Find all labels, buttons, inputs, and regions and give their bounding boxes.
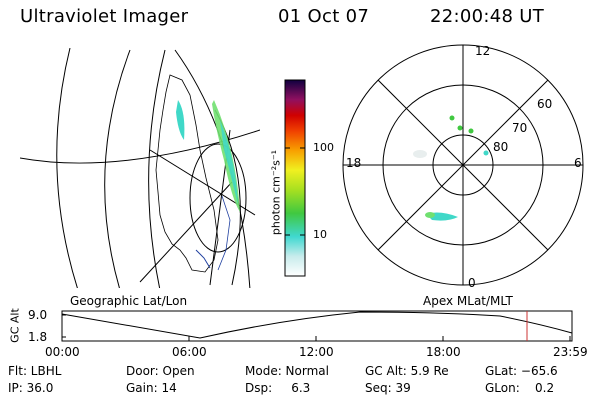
info-ip: IP: 36.0 xyxy=(8,381,54,395)
colorbar xyxy=(284,79,306,277)
altitude-ytick-low: 1.8 xyxy=(28,330,48,344)
mlt-label-18: 18 xyxy=(346,156,362,170)
colorbar-label-10: 10 xyxy=(313,228,327,241)
geographic-map xyxy=(20,48,260,288)
mlt-label-12: 12 xyxy=(475,44,491,58)
instrument-title: Ultraviolet Imager xyxy=(20,6,189,27)
altitude-xtick-1800: 18:00 xyxy=(426,345,461,359)
info-gc-alt: GC Alt: 5.9 Re xyxy=(365,364,449,378)
colorbar-label: photon cm⁻²s⁻¹ xyxy=(269,149,283,236)
altitude-ytick-high: 9.0 xyxy=(28,308,48,322)
lat-label-80: 80 xyxy=(493,140,509,154)
geo-panel-label: Geographic Lat/Lon xyxy=(70,294,188,308)
info-dsp: Dsp: 6.3 xyxy=(245,381,311,395)
lat-label-70: 70 xyxy=(512,121,528,135)
time-label: 22:00:48 UT xyxy=(430,6,545,27)
apex-panel-label: Apex MLat/MLT xyxy=(423,294,513,308)
altitude-xtick-0600: 06:00 xyxy=(172,345,207,359)
altitude-ylabel: GC Alt xyxy=(8,308,22,343)
date-label: 01 Oct 07 xyxy=(278,6,370,27)
altitude-xtick-0000: 00:00 xyxy=(45,345,80,359)
info-glat: GLat: −65.6 xyxy=(485,364,558,378)
info-glon: GLon: 0.2 xyxy=(485,381,555,395)
altitude-xtick-1200: 12:00 xyxy=(299,345,334,359)
altitude-plot xyxy=(61,310,573,342)
mlt-label-6: 6 xyxy=(574,156,582,170)
altitude-xtick-2359: 23:59 xyxy=(553,345,588,359)
info-filter: Flt: LBHL xyxy=(8,364,62,378)
lat-label-60: 60 xyxy=(537,97,553,111)
polar-plot xyxy=(342,44,584,286)
info-door: Door: Open xyxy=(126,364,195,378)
mlt-label-0: 0 xyxy=(468,276,476,290)
colorbar-label-100: 100 xyxy=(313,141,334,154)
info-mode: Mode: Normal xyxy=(245,364,329,378)
info-gain: Gain: 14 xyxy=(126,381,177,395)
info-seq: Seq: 39 xyxy=(365,381,411,395)
